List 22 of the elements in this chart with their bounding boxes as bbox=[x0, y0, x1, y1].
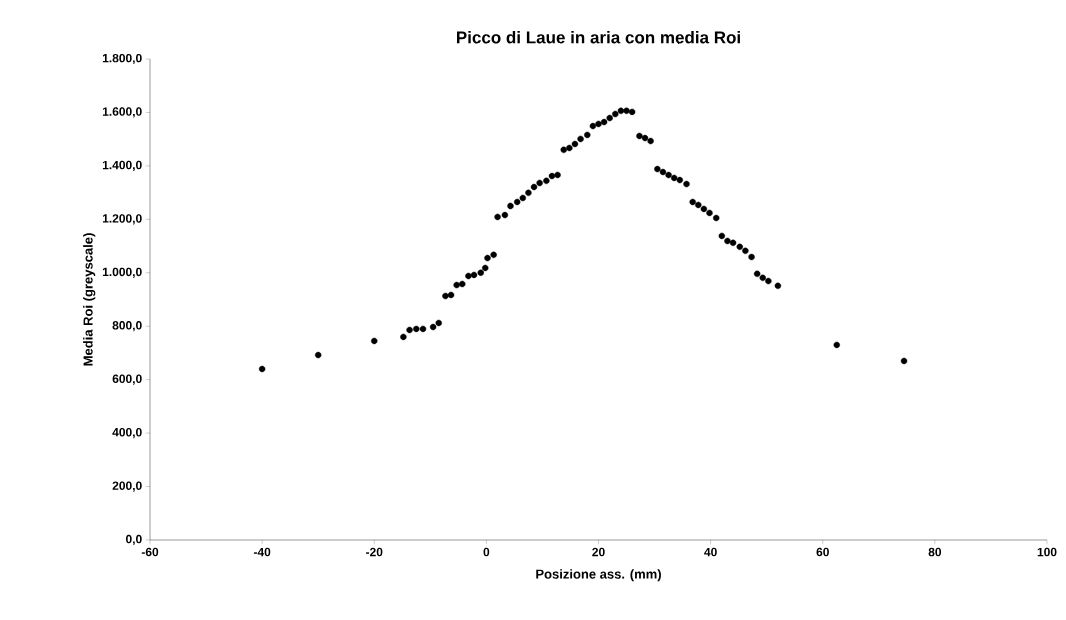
x-axis-title: Posizione ass. (mm) bbox=[536, 569, 661, 582]
y-tick-label: 200,0 bbox=[112, 481, 142, 492]
y-tick-label: 1.400,0 bbox=[102, 160, 142, 171]
y-tick-label: 400,0 bbox=[112, 427, 142, 439]
x-tick-label: -60 bbox=[141, 547, 159, 557]
y-tick-label: 800,0 bbox=[112, 321, 142, 332]
x-tick-label: -20 bbox=[366, 547, 383, 557]
y-tick-label: 600,0 bbox=[112, 374, 142, 385]
x-tick-label: 0 bbox=[483, 547, 490, 557]
x-tick-label: 20 bbox=[592, 547, 605, 557]
y-tick-label: 1.000,0 bbox=[102, 267, 142, 278]
y-tick-label: 0,0 bbox=[125, 534, 142, 546]
x-tick-label: 60 bbox=[816, 547, 829, 557]
x-tick-label: 100 bbox=[1037, 547, 1057, 557]
y-tick-label: 1.600,0 bbox=[102, 107, 142, 118]
y-axis-title: Media Roi (greyscale) bbox=[83, 233, 96, 366]
x-tick-label: -40 bbox=[253, 547, 271, 557]
y-tick-label: 1.800,0 bbox=[102, 53, 142, 65]
x-tick-label: 80 bbox=[928, 547, 942, 557]
chart-title: Picco di Laue in aria con media Roi bbox=[457, 30, 740, 44]
y-tick-label: 1.200,0 bbox=[102, 214, 142, 225]
x-tick-label: 40 bbox=[704, 547, 717, 557]
